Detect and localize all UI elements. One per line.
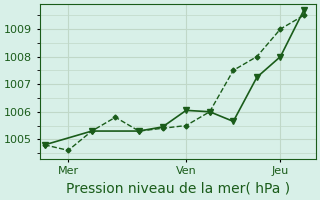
X-axis label: Pression niveau de la mer( hPa ): Pression niveau de la mer( hPa ) [66, 182, 290, 196]
